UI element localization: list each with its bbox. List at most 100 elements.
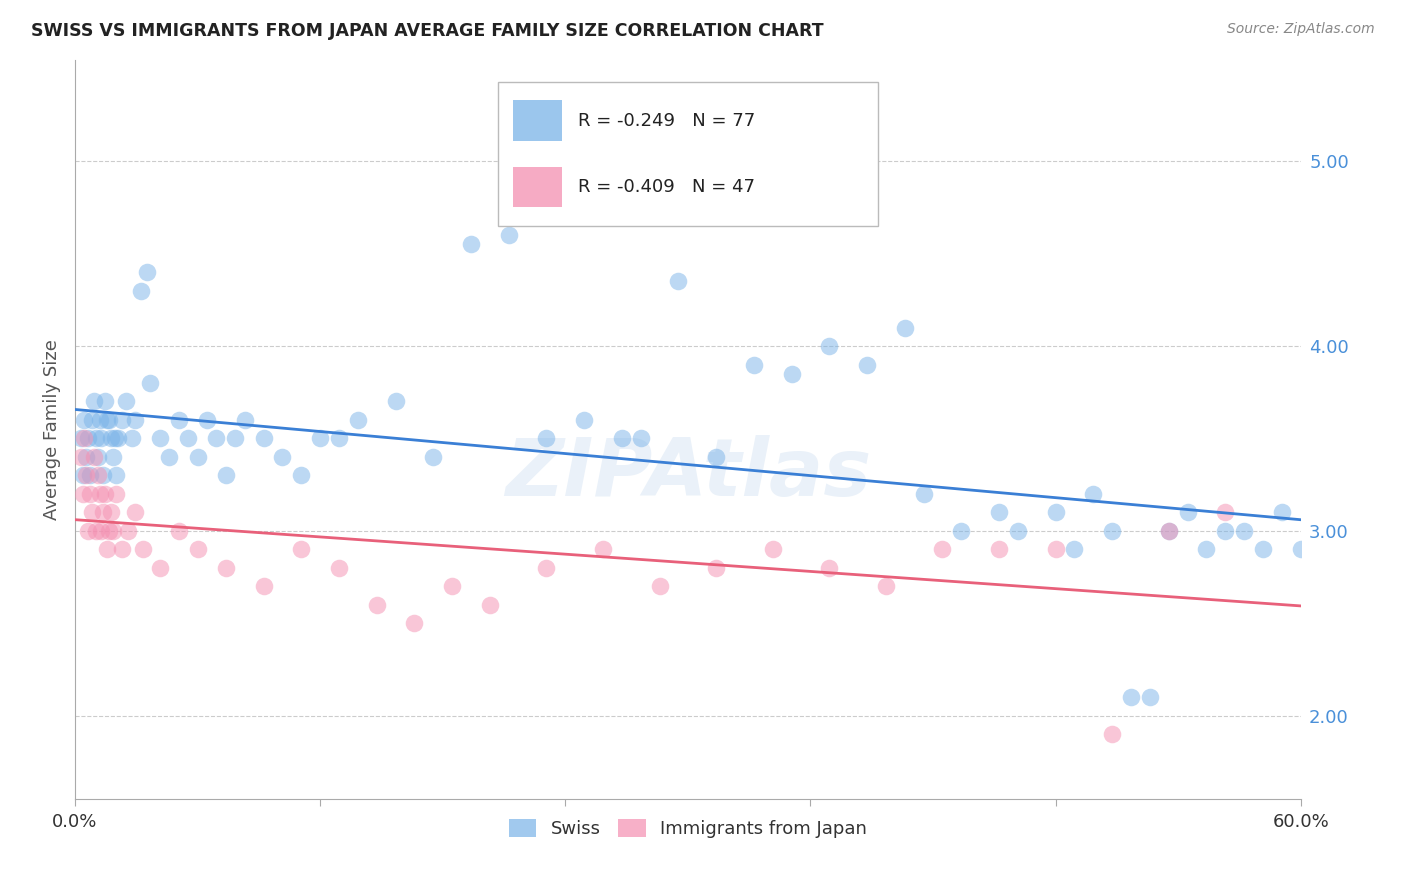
- Point: [86, 468, 108, 483]
- Point: [69, 432, 91, 446]
- Text: SWISS VS IMMIGRANTS FROM JAPAN AVERAGE FAMILY SIZE CORRELATION CHART: SWISS VS IMMIGRANTS FROM JAPAN AVERAGE F…: [31, 22, 824, 40]
- Point: [73, 432, 96, 446]
- Point: [101, 450, 124, 464]
- Point: [124, 505, 146, 519]
- Point: [111, 542, 134, 557]
- Point: [404, 616, 426, 631]
- FancyBboxPatch shape: [513, 167, 561, 208]
- Point: [1119, 690, 1142, 705]
- Point: [80, 413, 103, 427]
- Point: [215, 561, 238, 575]
- Point: [1251, 542, 1274, 557]
- Point: [79, 487, 101, 501]
- Point: [72, 487, 94, 501]
- Point: [742, 358, 765, 372]
- Point: [97, 524, 120, 538]
- Point: [498, 228, 520, 243]
- Point: [384, 394, 406, 409]
- Point: [478, 598, 501, 612]
- Point: [72, 468, 94, 483]
- Point: [90, 432, 112, 446]
- Point: [149, 561, 172, 575]
- Point: [592, 542, 614, 557]
- Text: R = -0.249   N = 77: R = -0.249 N = 77: [578, 112, 755, 130]
- Point: [91, 505, 114, 519]
- Legend: Swiss, Immigrants from Japan: Swiss, Immigrants from Japan: [502, 812, 875, 846]
- Point: [167, 413, 190, 427]
- Point: [762, 542, 785, 557]
- Point: [139, 376, 162, 390]
- Point: [931, 542, 953, 557]
- Point: [84, 524, 107, 538]
- Point: [1007, 524, 1029, 538]
- Point: [75, 450, 97, 464]
- Point: [1157, 524, 1180, 538]
- Point: [83, 394, 105, 409]
- Point: [101, 524, 124, 538]
- Point: [1101, 727, 1123, 741]
- Point: [94, 394, 117, 409]
- Point: [96, 413, 118, 427]
- Point: [290, 542, 312, 557]
- Point: [91, 468, 114, 483]
- Point: [366, 598, 388, 612]
- Point: [84, 432, 107, 446]
- Point: [132, 542, 155, 557]
- Point: [115, 394, 138, 409]
- Point: [80, 505, 103, 519]
- Point: [233, 413, 256, 427]
- Point: [177, 432, 200, 446]
- Point: [1195, 542, 1218, 557]
- Point: [610, 432, 633, 446]
- Point: [96, 542, 118, 557]
- Point: [950, 524, 973, 538]
- Point: [89, 487, 111, 501]
- Point: [75, 468, 97, 483]
- Point: [77, 432, 100, 446]
- Point: [441, 579, 464, 593]
- Point: [536, 432, 558, 446]
- Point: [129, 284, 152, 298]
- Point: [97, 413, 120, 427]
- Point: [167, 524, 190, 538]
- Text: R = -0.409   N = 47: R = -0.409 N = 47: [578, 178, 755, 196]
- Point: [77, 524, 100, 538]
- Text: Source: ZipAtlas.com: Source: ZipAtlas.com: [1227, 22, 1375, 37]
- Point: [328, 432, 350, 446]
- Point: [215, 468, 238, 483]
- Point: [1045, 505, 1067, 519]
- Point: [893, 320, 915, 334]
- Point: [422, 450, 444, 464]
- Point: [117, 524, 139, 538]
- Point: [187, 450, 209, 464]
- Point: [704, 450, 727, 464]
- Point: [107, 432, 129, 446]
- Point: [105, 487, 128, 501]
- Point: [271, 450, 294, 464]
- Point: [89, 413, 111, 427]
- Point: [90, 524, 112, 538]
- Point: [1213, 505, 1236, 519]
- Point: [780, 367, 803, 381]
- Point: [1213, 524, 1236, 538]
- Point: [1233, 524, 1256, 538]
- Y-axis label: Average Family Size: Average Family Size: [44, 339, 60, 520]
- Point: [187, 542, 209, 557]
- Point: [121, 432, 143, 446]
- Point: [630, 432, 652, 446]
- Point: [1177, 505, 1199, 519]
- Text: ZIPAtlas: ZIPAtlas: [505, 434, 870, 513]
- Point: [79, 468, 101, 483]
- Point: [105, 468, 128, 483]
- Point: [252, 579, 274, 593]
- Point: [1101, 524, 1123, 538]
- Point: [648, 579, 671, 593]
- Point: [135, 265, 157, 279]
- Point: [347, 413, 370, 427]
- Point: [111, 413, 134, 427]
- Point: [1063, 542, 1085, 557]
- Point: [224, 432, 246, 446]
- Point: [252, 432, 274, 446]
- Point: [988, 505, 1011, 519]
- Point: [290, 468, 312, 483]
